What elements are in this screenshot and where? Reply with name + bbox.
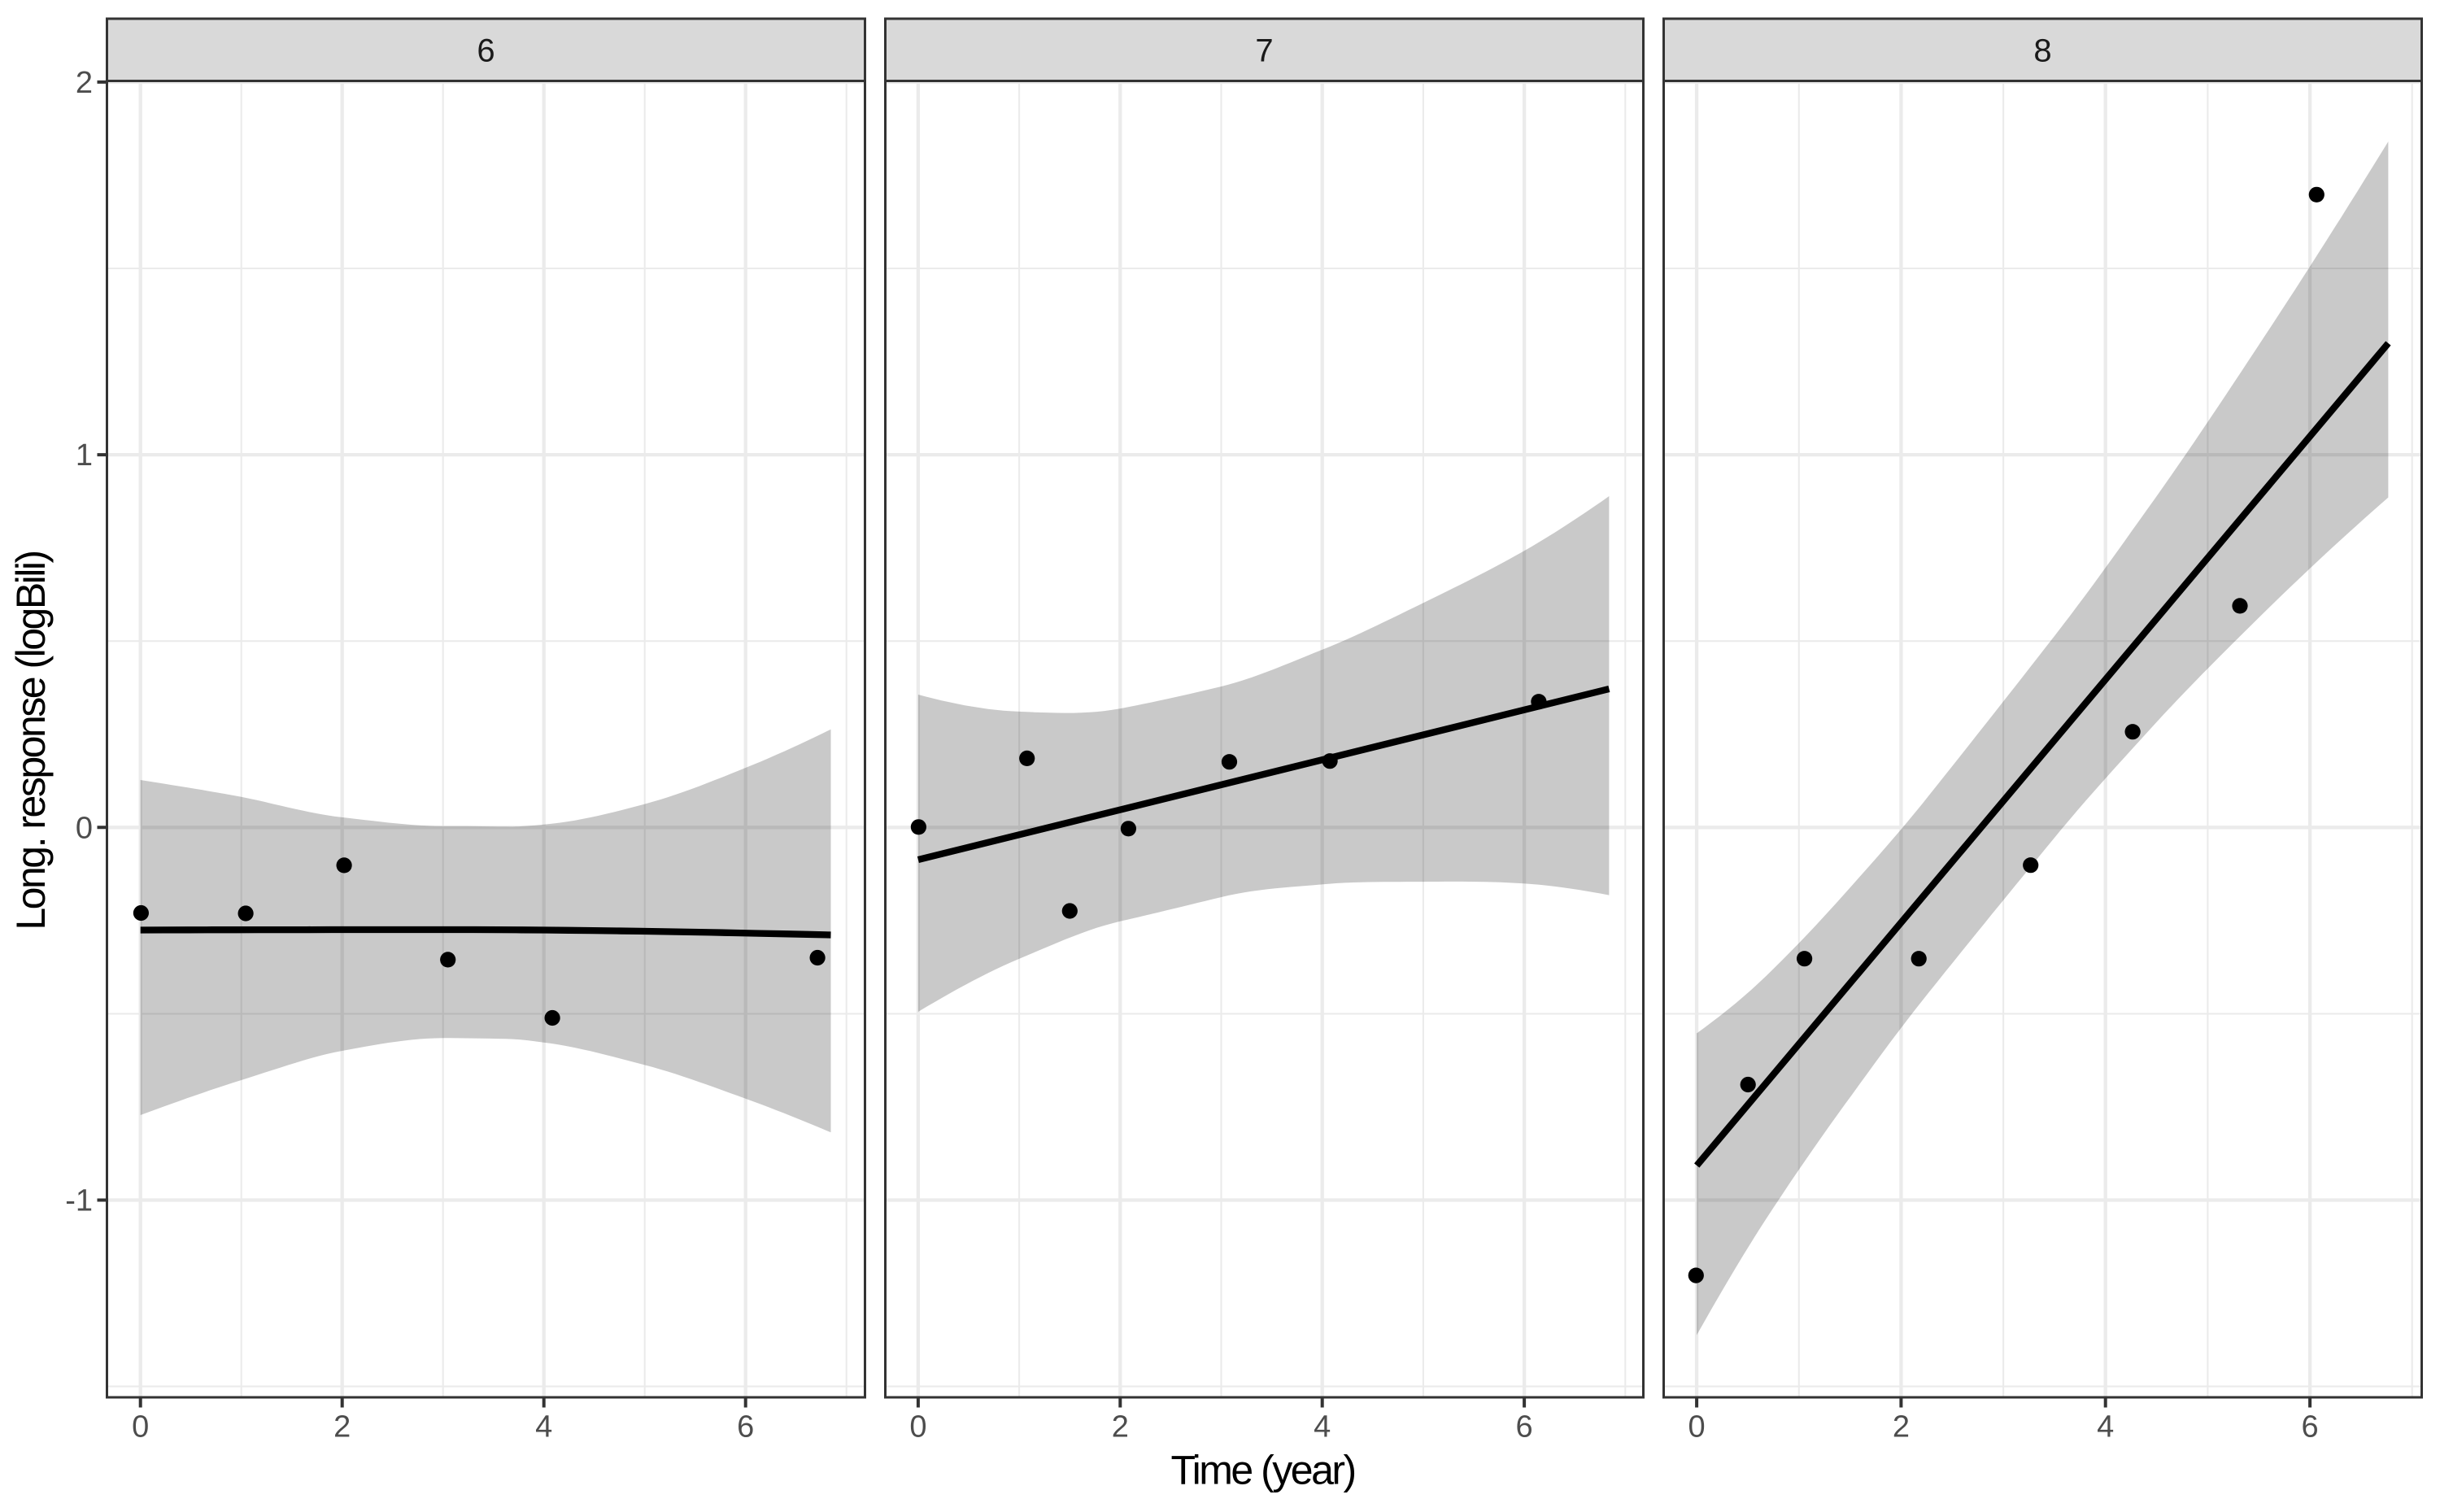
svg-text:Long. response (logBili): Long. response (logBili) xyxy=(8,551,54,930)
svg-text:0: 0 xyxy=(76,811,93,845)
svg-text:6: 6 xyxy=(737,1410,754,1444)
svg-text:6: 6 xyxy=(2302,1410,2319,1444)
svg-text:4: 4 xyxy=(1314,1410,1331,1444)
svg-text:0: 0 xyxy=(909,1410,926,1444)
svg-text:7: 7 xyxy=(1255,33,1273,69)
svg-text:4: 4 xyxy=(2097,1410,2114,1444)
svg-text:-1: -1 xyxy=(65,1184,93,1218)
svg-text:4: 4 xyxy=(535,1410,552,1444)
svg-text:2: 2 xyxy=(1112,1410,1129,1444)
svg-text:2: 2 xyxy=(76,66,93,100)
svg-text:8: 8 xyxy=(2033,33,2051,69)
svg-text:Time (year): Time (year) xyxy=(1170,1448,1354,1493)
svg-text:0: 0 xyxy=(1688,1410,1706,1444)
svg-text:2: 2 xyxy=(333,1410,351,1444)
svg-text:2: 2 xyxy=(1893,1410,1910,1444)
svg-text:1: 1 xyxy=(76,438,93,473)
svg-text:0: 0 xyxy=(132,1410,149,1444)
svg-text:6: 6 xyxy=(1516,1410,1533,1444)
svg-text:6: 6 xyxy=(477,33,495,69)
